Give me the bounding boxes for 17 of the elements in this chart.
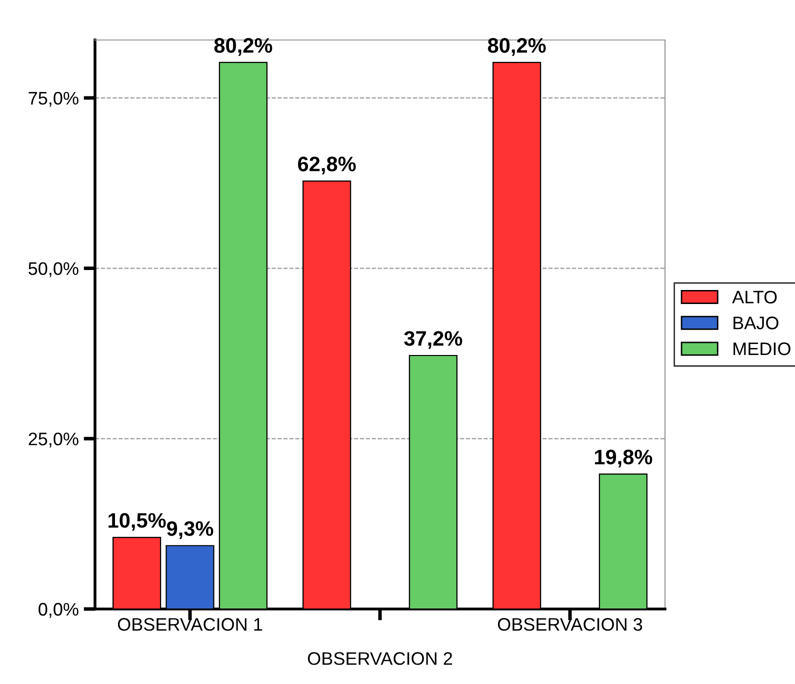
- data-label: 80,2%: [488, 38, 546, 56]
- y-tick-label: 25,0%: [28, 432, 78, 448]
- x-tick-label: OBSERVACION 1: [118, 618, 262, 631]
- legend-label: BAJO: [734, 316, 778, 330]
- data-label: 9,3%: [166, 521, 214, 539]
- legend-label: ALTO: [732, 290, 777, 304]
- legend-label: MEDIO: [734, 342, 790, 356]
- data-label: 19,8%: [594, 450, 652, 468]
- y-tick-label: 75,0%: [28, 92, 78, 107]
- y-tick-label: 50,0%: [28, 262, 78, 278]
- data-label: 62,8%: [298, 156, 356, 174]
- x-tick-label: OBSERVACION 3: [498, 618, 642, 631]
- data-label: 10,5%: [108, 513, 166, 531]
- x-tick-label: OBSERVACION 2: [308, 652, 452, 665]
- data-label: 37,2%: [404, 331, 462, 349]
- y-tick-label: 0,0%: [38, 602, 78, 618]
- data-label: 80,2%: [214, 38, 272, 56]
